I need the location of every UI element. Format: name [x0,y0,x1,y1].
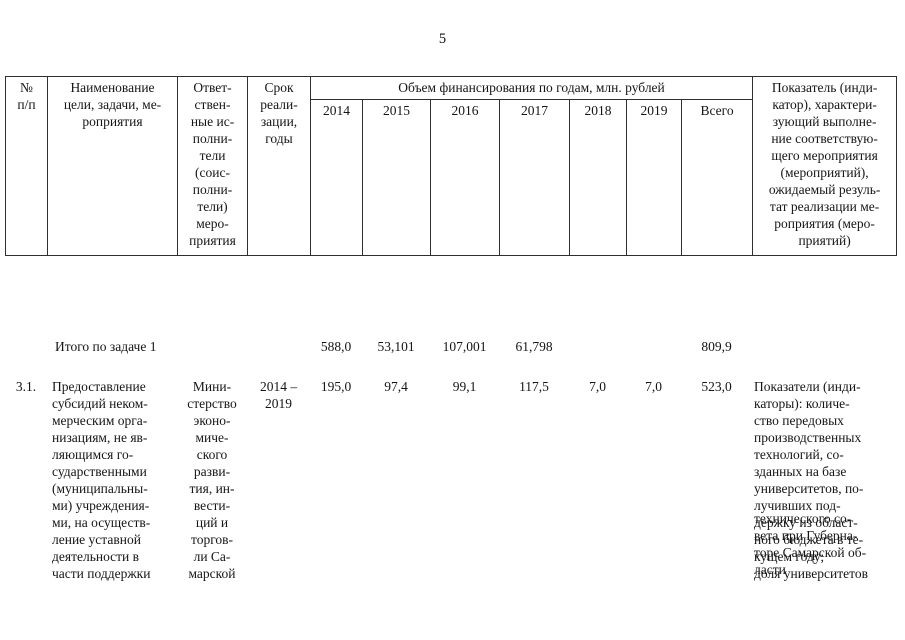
row-3-1-value-2019: 7,0 [645,379,662,394]
row-3-1-value-sum: 523,0 [701,379,732,394]
continuation-row: технического со- вета при Губерна- торе … [5,510,896,578]
row-3-1-name: Предоставление субсидий неком- мерческим… [52,379,151,581]
row-3-1-value-2014: 195,0 [320,379,352,394]
header-cell-period: Срок реали- зации, годы [247,76,311,256]
header-cell-year-2014: 2014 [310,99,363,256]
row-3-1-executor: Мини- стерство эконо- миче- ского разви-… [187,379,237,581]
header-cell-executor: Ответ- ствен- ные ис- полни- тели (соис-… [177,76,248,256]
row-3-1-value-2015: 97,4 [384,379,408,394]
header-cell-year-2019: 2019 [626,99,682,256]
row-3-1-value-2016: 99,1 [452,379,477,394]
total-value-2019 [626,338,681,355]
row-3-1-indicator: Показатели (инди- каторы): количе- ство … [754,379,868,581]
total-row-label: Итого по задаче 1 [55,339,157,354]
header-cell-year-2017: 2017 [499,99,570,256]
total-value-sum: 809,9 [701,339,732,354]
total-value-2014: 588,0 [320,339,352,354]
continuation-indicator-text: технического со- вета при Губерна- торе … [754,511,867,577]
page-number: 5 [438,31,447,47]
total-value-2016: 107,001 [442,339,487,354]
funding-table-header: № п/п Наименование цели, задачи, ме- роп… [5,76,898,256]
row-3-1-value-2017: 117,5 [519,379,549,394]
header-cell-num: № п/п [5,76,48,256]
row-3-1-period: 2014 – 2019 [259,379,298,411]
header-cell-year-2015: 2015 [362,99,431,256]
total-value-2017: 61,798 [515,339,553,354]
header-cell-year-2016: 2016 [430,99,500,256]
row-3-1-number: 3.1. [15,379,37,394]
header-cell-total: Всего [680,99,754,256]
row-3-1-value-2018: 7,0 [589,379,606,394]
header-cell-indicator: Показатель (инди- катор), характери- зую… [752,76,898,256]
header-cell-funding-group: Объем финансирования по годам, млн. рубл… [309,76,754,100]
header-cell-name: Наименование цели, задачи, ме- роприятия [47,76,178,256]
header-cell-year-2018: 2018 [569,99,627,256]
total-value-2018 [569,338,626,355]
measure-row-3-1: 3.1. Предоставление субсидий неком- мерч… [5,378,896,582]
total-row: Итого по задаче 1 588,0 53,101 107,001 6… [5,338,896,355]
total-value-2015: 53,101 [377,339,415,354]
